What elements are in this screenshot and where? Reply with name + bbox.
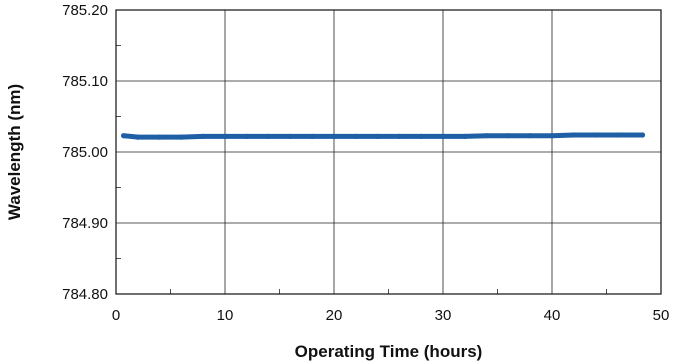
x-tick-labels: 0 10 20 30 40 50	[112, 307, 670, 324]
data-point	[309, 133, 315, 139]
y-tick-label: 784.80	[62, 286, 108, 303]
y-tick-label: 785.10	[62, 73, 108, 90]
x-axis-title: Operating Time (hours)	[295, 342, 483, 361]
data-point	[266, 133, 272, 139]
y-tick-label: 785.00	[62, 144, 108, 161]
data-point	[200, 133, 206, 139]
y-tick-label: 785.20	[62, 2, 108, 19]
data-point	[287, 133, 293, 139]
x-tick-label: 20	[326, 307, 343, 324]
data-point	[505, 133, 511, 139]
x-tick-label: 40	[544, 307, 561, 324]
data-point	[593, 132, 599, 138]
data-point	[440, 133, 446, 139]
y-axis-title: Wavelength (nm)	[5, 84, 24, 220]
grid-lines	[115, 9, 662, 295]
data-point	[571, 132, 577, 138]
data-point	[244, 133, 250, 139]
y-tick-label: 784.90	[62, 215, 108, 232]
y-tick-labels: 784.80 784.90 785.00 785.10 785.20	[62, 2, 108, 303]
x-tick-label: 30	[435, 307, 452, 324]
data-point	[396, 133, 402, 139]
data-point	[157, 134, 163, 140]
minor-ticks	[116, 45, 607, 294]
data-point	[484, 133, 490, 139]
data-point	[418, 133, 424, 139]
data-point	[462, 133, 468, 139]
data-point	[527, 133, 533, 139]
data-point	[331, 133, 337, 139]
data-point	[614, 132, 621, 138]
data-point	[178, 134, 184, 140]
x-tick-label: 10	[217, 307, 234, 324]
data-point	[639, 132, 646, 138]
plot-frame	[115, 9, 662, 295]
data-point	[549, 133, 555, 139]
data-point	[353, 133, 359, 139]
data-point	[121, 133, 127, 139]
x-tick-label: 50	[653, 307, 670, 324]
data-point	[222, 133, 228, 139]
series-layer	[121, 132, 646, 140]
data-point	[135, 134, 141, 140]
x-tick-label: 0	[112, 307, 120, 324]
data-point	[375, 133, 381, 139]
